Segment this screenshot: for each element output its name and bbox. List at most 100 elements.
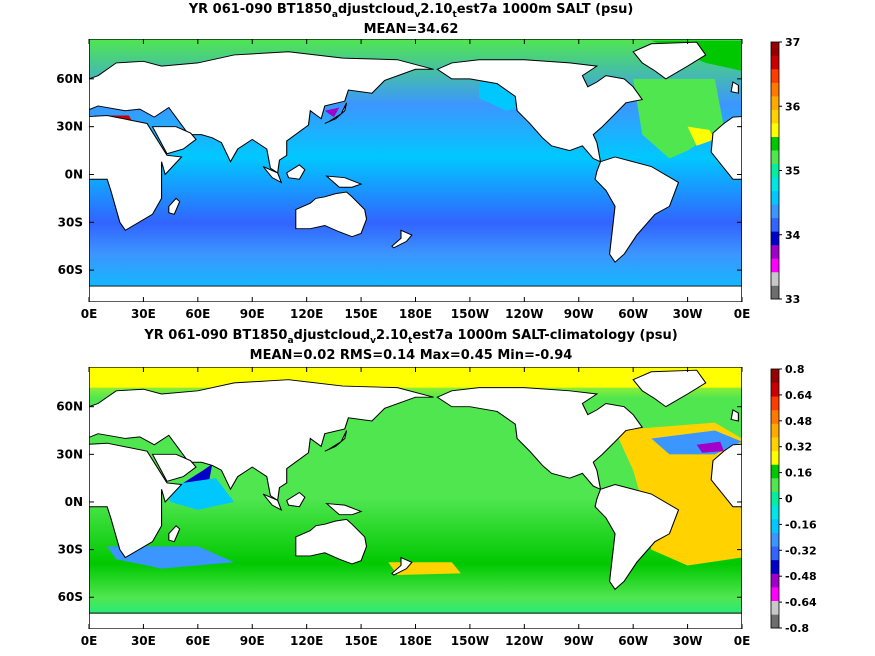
x-tick-label: 90E bbox=[240, 307, 265, 321]
x-tick-label: 120W bbox=[505, 634, 543, 648]
y-tick-label: 60N bbox=[56, 72, 83, 86]
colorbar-segment bbox=[771, 109, 779, 124]
panel2-map-area bbox=[89, 367, 742, 629]
colorbar-segment bbox=[771, 546, 779, 561]
colorbar-segment bbox=[771, 123, 779, 137]
x-tick-label: 30E bbox=[131, 634, 156, 648]
colorbar-segment bbox=[771, 204, 779, 219]
panel1-map-area bbox=[89, 39, 742, 302]
x-tick-label: 150W bbox=[451, 634, 489, 648]
panel2-subtitle: MEAN=0.02 RMS=0.14 Max=0.45 Min=-0.94 bbox=[250, 348, 573, 363]
panel1-x-axis: 0E 30E 60E 90E 120E 150E 180E 150W 120W 90W 60W 30W… bbox=[81, 39, 751, 321]
x-tick-label: 60W bbox=[618, 307, 648, 321]
colorbar-segment bbox=[771, 573, 779, 588]
x-tick-label: 90W bbox=[564, 307, 594, 321]
y-tick-label: 30S bbox=[58, 543, 83, 557]
colorbar-segment bbox=[771, 82, 779, 97]
y-tick-label: 0N bbox=[65, 495, 83, 509]
x-tick-label: 0E bbox=[734, 307, 751, 321]
panel2-y-axis: 60N 30N 0N 30S 60S bbox=[56, 400, 742, 604]
x-tick-label: 30E bbox=[131, 307, 156, 321]
x-tick-label: 150W bbox=[451, 307, 489, 321]
panel1-japan-sea bbox=[324, 107, 340, 118]
y-tick-label: 60S bbox=[58, 263, 83, 277]
colorbar-segment bbox=[771, 450, 779, 465]
colorbar-segment bbox=[771, 423, 779, 438]
y-tick-label: 60N bbox=[56, 400, 83, 414]
x-tick-label: 30W bbox=[673, 634, 703, 648]
x-tick-label: 120W bbox=[505, 307, 543, 321]
colorbar-label: 37 bbox=[785, 36, 800, 49]
y-tick-label: 30N bbox=[56, 447, 83, 461]
x-tick-label: 0E bbox=[81, 307, 98, 321]
colorbar-label: -0.16 bbox=[785, 518, 817, 531]
colorbar-segment bbox=[771, 271, 779, 286]
salinity-map-panel: YR 061-090 BT1850adjustcloudv2.10test7a … bbox=[56, 2, 801, 321]
colorbar-segment bbox=[771, 532, 779, 547]
panel1-subtitle: MEAN=34.62 bbox=[364, 22, 459, 37]
colorbar-segment bbox=[771, 150, 779, 165]
colorbar-label: -0.8 bbox=[785, 622, 809, 635]
x-tick-label: 90W bbox=[564, 634, 594, 648]
colorbar-label: 0 bbox=[785, 493, 793, 506]
x-tick-label: 90E bbox=[240, 634, 265, 648]
colorbar-segment bbox=[771, 437, 779, 452]
colorbar-segment bbox=[771, 396, 779, 411]
colorbar-label: 36 bbox=[785, 100, 801, 113]
colorbar-segment bbox=[771, 587, 779, 602]
colorbar-segment bbox=[771, 559, 779, 574]
colorbar-segment bbox=[771, 190, 779, 205]
colorbar-segment bbox=[771, 258, 779, 273]
colorbar-segment bbox=[771, 600, 779, 615]
colorbar-segment bbox=[771, 163, 779, 178]
panel2-south-indian-negative bbox=[107, 546, 235, 569]
colorbar-segment bbox=[771, 136, 779, 151]
colorbar-segment bbox=[771, 505, 779, 520]
y-tick-label: 30N bbox=[56, 120, 83, 134]
colorbar-label: 0.8 bbox=[785, 363, 805, 376]
colorbar-segment bbox=[771, 614, 779, 629]
x-tick-label: 30W bbox=[673, 307, 703, 321]
colorbar-segment bbox=[771, 409, 779, 424]
panel1-atlantic-max bbox=[687, 126, 715, 146]
colorbar-segment bbox=[771, 69, 779, 83]
colorbar-segment bbox=[771, 382, 779, 397]
panel2-gulfstream-min bbox=[696, 441, 724, 453]
panel2-colorbar: 0.8 0.64 0.48 0.32 0.16 0 -0.16 -0.32 -0.48 -0.64… bbox=[770, 363, 817, 635]
y-tick-label: 30S bbox=[58, 215, 83, 229]
x-tick-label: 60E bbox=[185, 634, 210, 648]
colorbar-label: 0.32 bbox=[785, 441, 812, 454]
colorbar-segment bbox=[771, 285, 779, 300]
colorbar-label: 0.48 bbox=[785, 415, 812, 428]
colorbar-segment bbox=[771, 244, 779, 259]
x-tick-label: 180E bbox=[399, 634, 432, 648]
colorbar-segment bbox=[771, 491, 779, 506]
colorbar-label: -0.32 bbox=[785, 544, 817, 557]
salinity-anomaly-map-panel: YR 061-090 BT1850adjustcloudv2.10test7a … bbox=[56, 328, 817, 648]
panel2-x-axis: 0E 30E 60E 90E 120E 150E 180E 150W 120W 90W 60W 30W… bbox=[81, 367, 751, 648]
x-tick-label: 60W bbox=[618, 634, 648, 648]
x-tick-label: 180E bbox=[399, 307, 432, 321]
colorbar-segment bbox=[771, 478, 779, 492]
colorbar-label: 0.16 bbox=[785, 467, 812, 480]
colorbar-segment bbox=[771, 464, 779, 479]
panel1-colorbar: 37 36 35 34 33 bbox=[770, 36, 801, 306]
x-tick-label: 120E bbox=[290, 634, 323, 648]
x-tick-label: 150E bbox=[344, 307, 377, 321]
panel2-atlantic-positive bbox=[615, 422, 742, 566]
x-tick-label: 60E bbox=[185, 307, 210, 321]
y-tick-label: 0N bbox=[65, 167, 83, 181]
colorbar-segment bbox=[771, 518, 779, 533]
colorbar-segment bbox=[771, 42, 779, 56]
x-tick-label: 120E bbox=[290, 307, 323, 321]
x-tick-label: 0E bbox=[734, 634, 751, 648]
colorbar-segment bbox=[771, 369, 779, 383]
colorbar-segment bbox=[771, 96, 779, 110]
colorbar-segment bbox=[771, 231, 779, 246]
panel1-y-axis: 60N 30N 0N 30S 60S bbox=[56, 72, 742, 277]
panel1-title: YR 061-090 BT1850adjustcloudv2.10test7a … bbox=[188, 2, 634, 20]
colorbar-segment bbox=[771, 55, 779, 70]
colorbar-label: -0.64 bbox=[785, 596, 817, 609]
y-tick-label: 60S bbox=[58, 590, 83, 604]
